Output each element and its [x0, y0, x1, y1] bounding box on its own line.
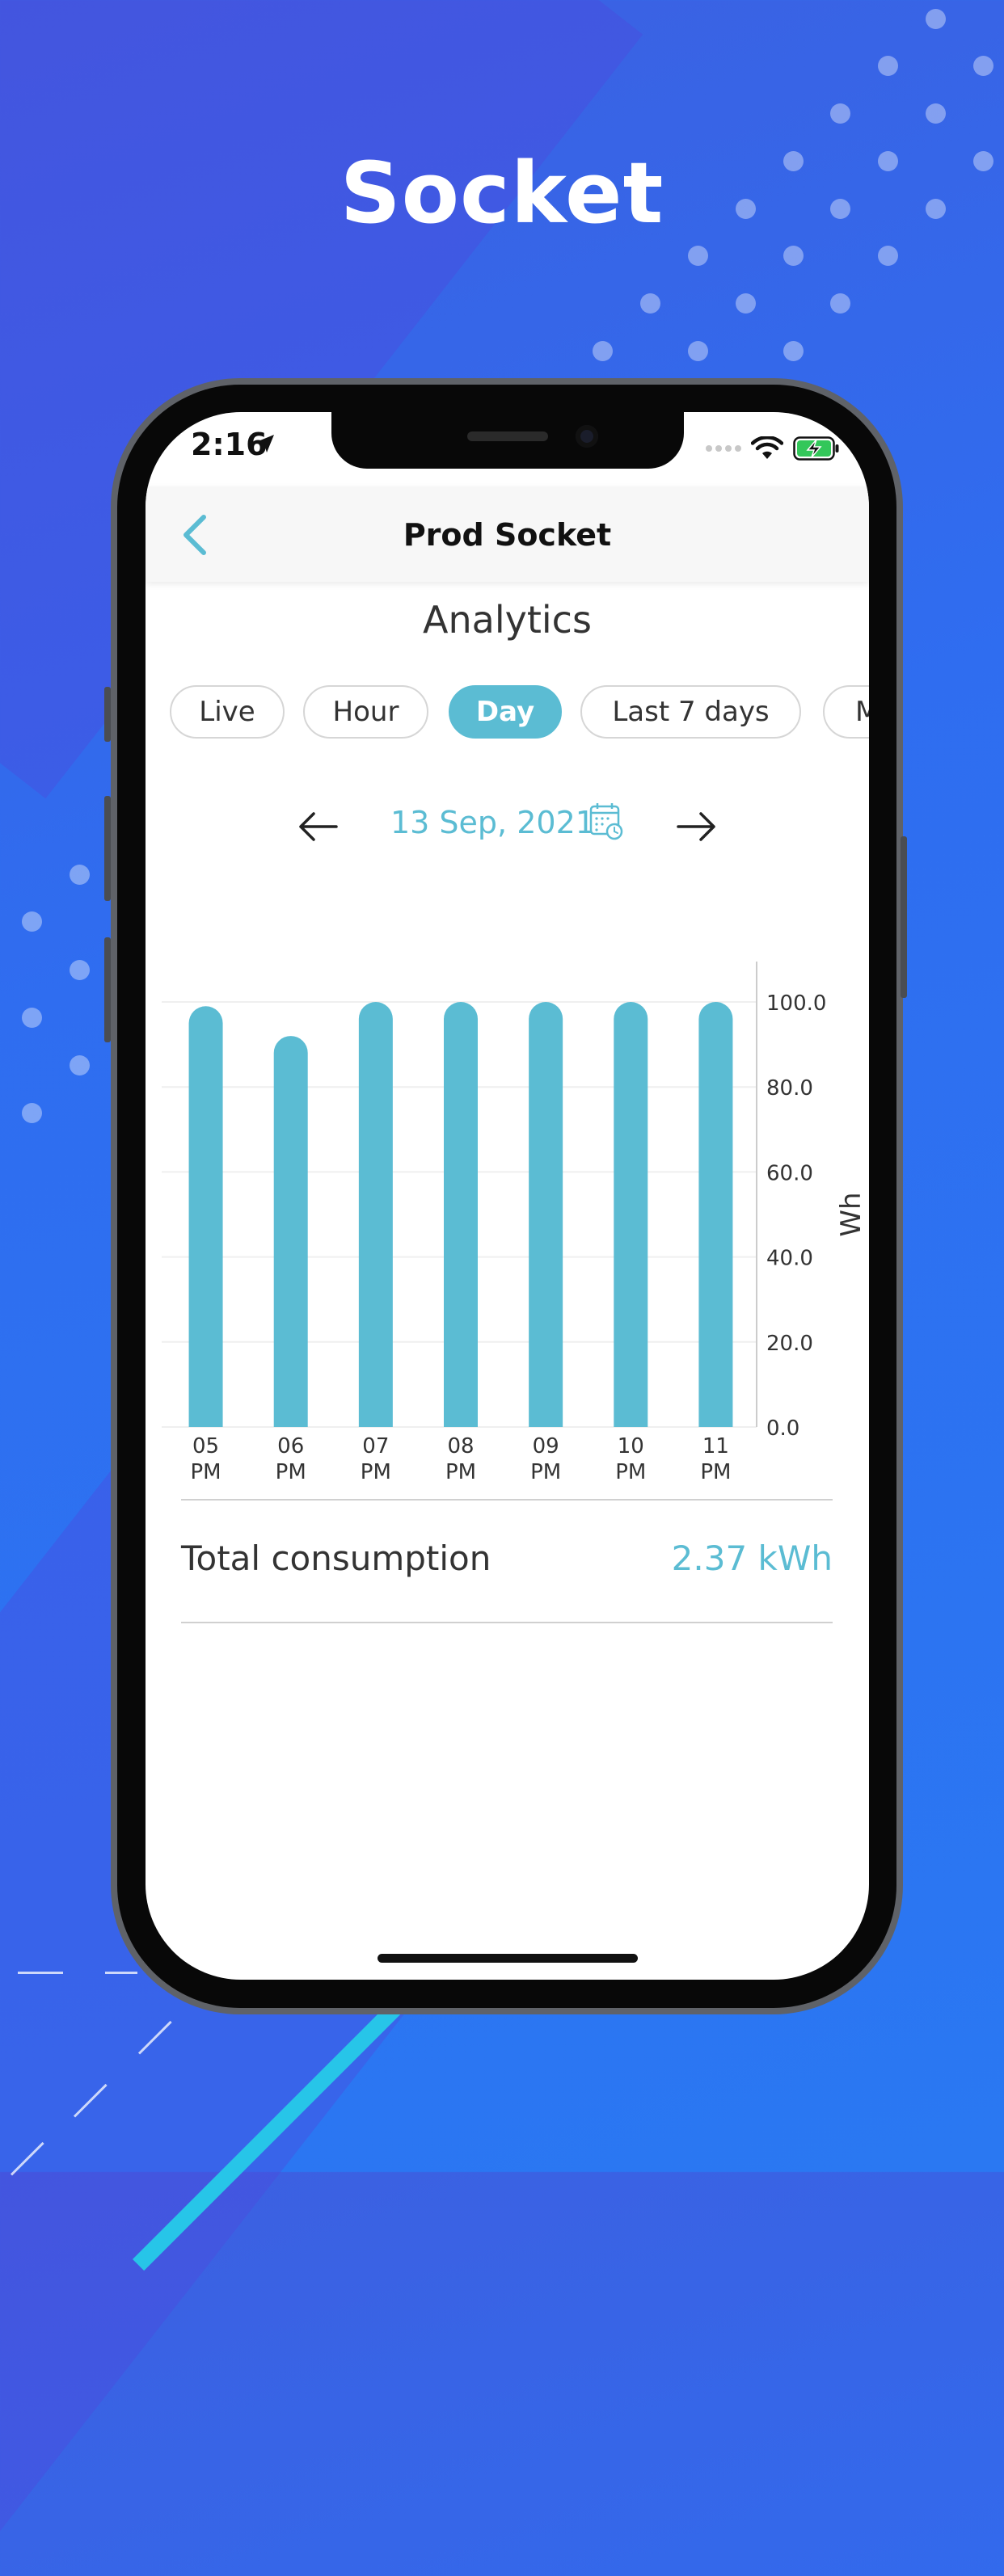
location-arrow-icon: [256, 435, 274, 452]
decorative-dot: [926, 9, 946, 29]
chart-bar-shape: [188, 1006, 223, 1427]
decorative-dot: [830, 199, 850, 219]
nav-title: Prod Socket: [403, 517, 612, 553]
home-indicator[interactable]: [378, 1954, 638, 1963]
chart-bar-shape: [444, 1002, 478, 1427]
decorative-dot: [70, 960, 90, 980]
x-tick-label: PM: [361, 1460, 391, 1484]
phone-side-button: [104, 687, 111, 742]
decorative-dot: [22, 911, 42, 932]
phone-screen: 2:16 Prod Socket Analytics Live Hour Day…: [146, 412, 869, 1980]
tab-hour[interactable]: Hour: [303, 685, 428, 739]
decorative-dot: [973, 151, 993, 171]
chart-bar: [273, 1036, 308, 1427]
back-chevron-icon[interactable]: [175, 511, 220, 559]
y-tick-label: 40.0: [766, 1247, 813, 1271]
decorative-dot: [783, 246, 804, 266]
divider: [181, 1499, 833, 1501]
page-title: Analytics: [423, 598, 592, 642]
decorative-dot: [830, 103, 850, 124]
decorative-dash: [18, 1972, 63, 1974]
chart-bar-shape: [698, 1002, 733, 1427]
phone-side-button: [104, 796, 111, 901]
tab-live[interactable]: Live: [170, 685, 285, 739]
x-tick-label: PM: [615, 1460, 646, 1484]
decorative-dot: [783, 151, 804, 171]
decorative-dot: [22, 1008, 42, 1028]
total-consumption-label: Total consumption: [181, 1538, 491, 1578]
decorative-dot: [593, 341, 613, 361]
chart-bar: [444, 1002, 478, 1427]
x-tick-label: 05: [192, 1434, 219, 1458]
navigation-bar: Prod Socket: [146, 486, 869, 582]
y-tick-label: 20.0: [766, 1332, 813, 1356]
decorative-dot: [688, 341, 708, 361]
arrow-right-icon[interactable]: [673, 806, 719, 847]
chart-bar-shape: [273, 1036, 308, 1427]
x-tick-label: PM: [700, 1460, 731, 1484]
x-tick-label: 06: [277, 1434, 304, 1458]
decorative-dot: [640, 293, 660, 314]
decorative-dot: [736, 293, 756, 314]
divider: [181, 1622, 833, 1623]
x-tick-label: PM: [276, 1460, 306, 1484]
tab-day[interactable]: Day: [449, 685, 562, 739]
wifi-icon: [751, 436, 783, 459]
phone-side-button: [901, 836, 907, 998]
x-tick-label: 09: [533, 1434, 559, 1458]
y-tick-label: 100.0: [766, 991, 826, 1016]
decorative-dot: [688, 246, 708, 266]
decorative-dot: [70, 865, 90, 885]
chart-bar: [698, 1002, 733, 1427]
chart-bar-shape: [614, 1002, 648, 1427]
date-navigator: 13 Sep, 2021: [146, 800, 869, 857]
cellular-signal-icon: [706, 445, 741, 452]
tab-month[interactable]: M: [823, 685, 869, 739]
arrow-left-icon[interactable]: [296, 806, 341, 847]
decorative-dot: [70, 1055, 90, 1075]
chart-bar-shape: [529, 1002, 563, 1427]
status-icons: [706, 436, 840, 461]
notch: [331, 412, 684, 469]
chart-bar: [529, 1002, 563, 1427]
x-tick-label: PM: [445, 1460, 476, 1484]
decorative-dot: [926, 199, 946, 219]
decorative-dot: [22, 1103, 42, 1123]
x-tick-label: 11: [702, 1434, 729, 1458]
decorative-dash: [105, 1972, 137, 1974]
chart-bar: [358, 1002, 393, 1427]
y-axis-title: Wh: [835, 1192, 867, 1236]
camera: [576, 425, 598, 448]
battery-charging-icon: [793, 436, 839, 461]
y-tick-label: 0.0: [766, 1416, 799, 1441]
x-tick-label: 08: [447, 1434, 474, 1458]
decorative-dot: [878, 151, 898, 171]
poster-title: Socket: [340, 144, 664, 242]
y-tick-label: 80.0: [766, 1076, 813, 1101]
consumption-bar-chart: 0.020.040.060.080.0100.0Wh05PM06PM07PM08…: [162, 962, 867, 1484]
total-consumption-value: 2.37 kWh: [671, 1538, 833, 1578]
x-tick-label: PM: [530, 1460, 561, 1484]
chart-bar: [614, 1002, 648, 1427]
selected-date[interactable]: 13 Sep, 2021: [390, 805, 595, 840]
y-tick-label: 60.0: [766, 1161, 813, 1185]
x-tick-label: PM: [191, 1460, 221, 1484]
x-tick-label: 10: [618, 1434, 644, 1458]
status-time: 2:16: [191, 427, 268, 462]
speaker: [467, 431, 548, 441]
phone-side-button: [104, 937, 111, 1042]
decorative-dot: [926, 103, 946, 124]
tab-last-7-days[interactable]: Last 7 days: [580, 685, 801, 739]
decorative-dot: [830, 293, 850, 314]
decorative-dot: [973, 56, 993, 76]
decorative-dot: [878, 56, 898, 76]
chart-bar-shape: [358, 1002, 393, 1427]
chart-bar: [188, 1006, 223, 1427]
calendar-icon[interactable]: [588, 802, 624, 840]
decorative-dot: [783, 341, 804, 361]
decorative-dot: [736, 199, 756, 219]
decorative-dot: [878, 246, 898, 266]
x-tick-label: 07: [362, 1434, 389, 1458]
